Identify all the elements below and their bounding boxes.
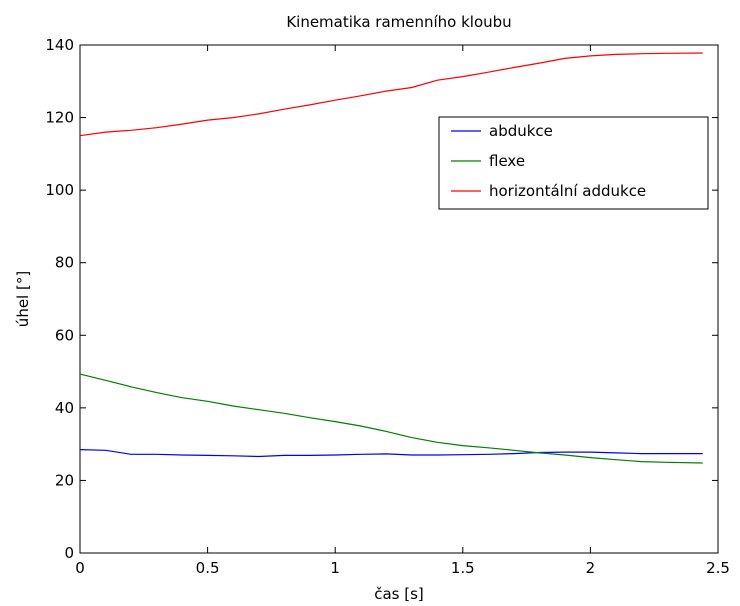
y-axis-title: úhel [°] [14,271,32,327]
x-tick-label: 1.5 [451,559,475,577]
series-line-flexe [79,373,703,464]
x-tick-label: 2.5 [706,559,730,577]
x-tick-label: 2 [586,559,596,577]
y-tick-label: 0 [64,544,74,562]
x-axis: 0 0.5 1 1.5 2 2.5 [75,45,730,577]
y-tick-label: 80 [55,254,74,272]
series-lines [79,52,703,464]
legend-box [438,116,709,210]
y-tick-label: 60 [55,326,74,344]
y-tick-label: 100 [45,181,74,199]
y-tick-label: 140 [45,36,74,54]
y-tick-label: 20 [55,471,74,489]
legend-label-abdukce: abdukce [489,122,553,140]
y-axis: 0 20 40 60 80 100 120 140 [45,36,718,562]
series-line-horizontalni-addukce [79,52,703,137]
y-tick-label: 40 [55,399,74,417]
legend: abdukce flexe horizontální addukce [438,116,709,210]
legend-label-horizontalni-addukce: horizontální addukce [489,182,646,200]
chart-title: Kinematika ramenního kloubu [286,13,511,31]
legend-label-flexe: flexe [489,152,525,170]
x-tick-label: 0 [75,559,85,577]
series-line-abdukce [79,449,703,458]
x-tick-label: 0.5 [196,559,220,577]
y-tick-label: 120 [45,109,74,127]
x-tick-label: 1 [330,559,340,577]
x-axis-title: čas [s] [374,585,424,603]
